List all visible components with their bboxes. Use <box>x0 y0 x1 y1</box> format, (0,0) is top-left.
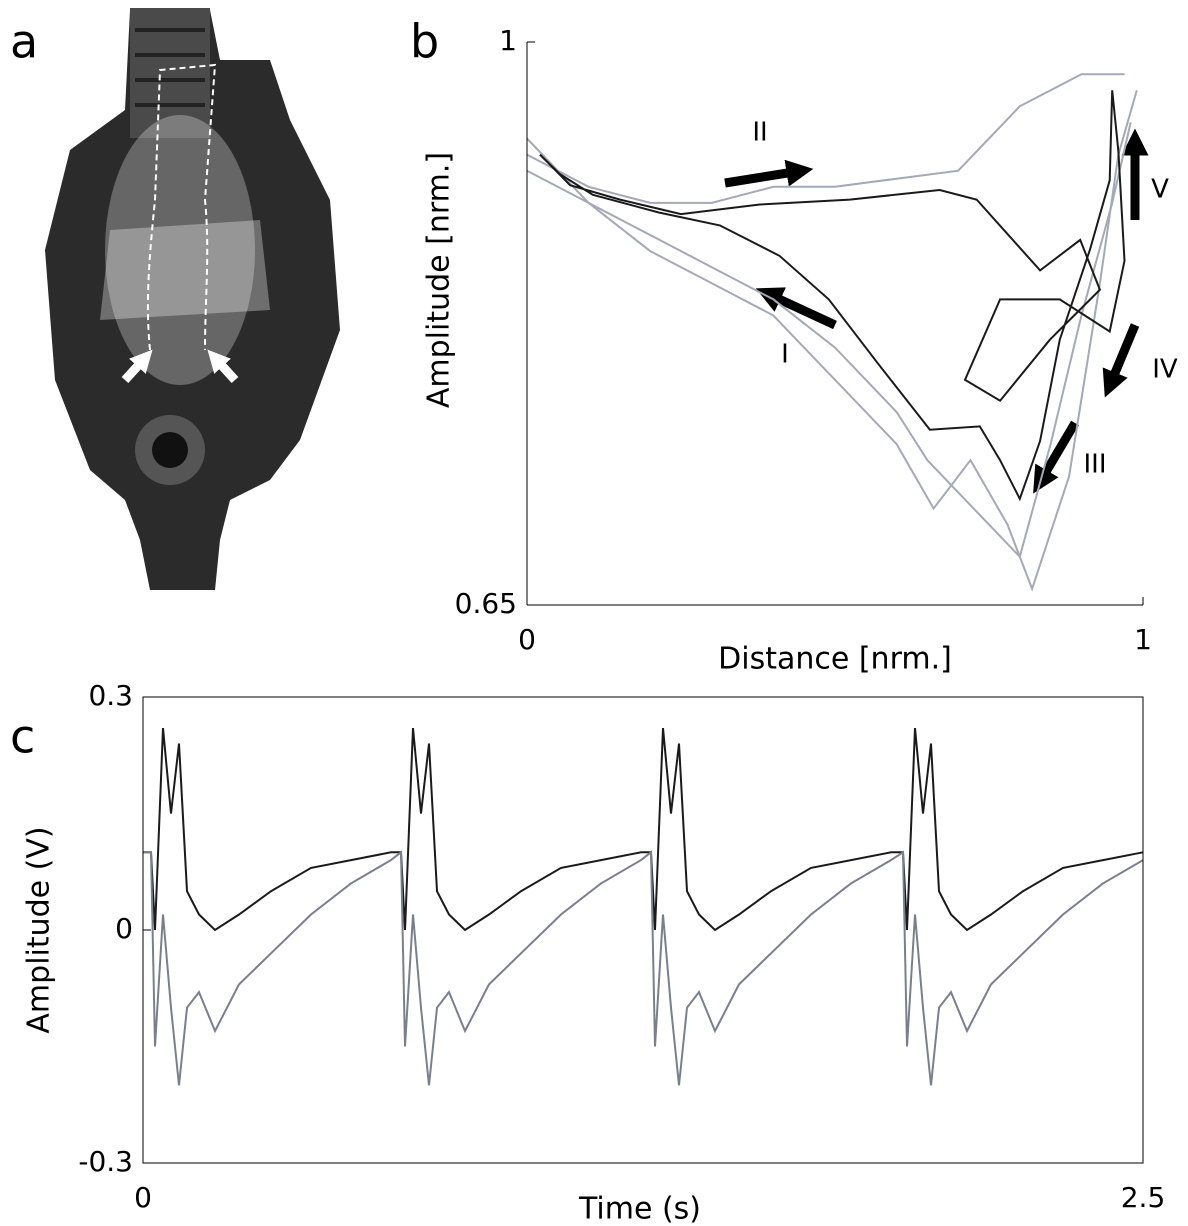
panel-label: c <box>10 710 35 764</box>
y-tick-label: 0.3 <box>88 679 133 712</box>
annotation: I <box>781 340 789 370</box>
series-line <box>526 73 1125 204</box>
series-line <box>143 850 1144 1086</box>
series-line <box>143 728 1144 932</box>
x-axis-label: Distance [nrm.] <box>718 642 952 677</box>
y-tick-label: 0.65 <box>455 587 517 620</box>
x-tick-label: 2.5 <box>1121 1181 1166 1214</box>
y-axis-label: Amplitude (V) <box>22 826 57 1033</box>
y-axis-label: Amplitude [nrm.] <box>422 152 457 408</box>
y-tick-label: 1 <box>499 24 517 57</box>
x-axis-label: Time (s) <box>578 1192 701 1226</box>
annotation: V <box>1151 175 1169 205</box>
x-tick-label: 0 <box>518 623 536 656</box>
series-line <box>526 122 1132 559</box>
series-line <box>539 90 1126 502</box>
arrows-b <box>724 128 1149 494</box>
x-tick-label: 0 <box>134 1181 152 1214</box>
annotation: III <box>1083 450 1106 480</box>
y-tick-label: -0.3 <box>78 1145 133 1178</box>
annotation: II <box>752 118 767 148</box>
panel-label: a <box>10 15 38 69</box>
annotation: IV <box>1152 355 1178 385</box>
device-photo <box>45 8 340 590</box>
plot-frame <box>142 696 1144 1164</box>
y-tick-label: 0 <box>115 912 133 945</box>
panel-label: b <box>410 15 439 69</box>
series-line <box>526 90 1138 592</box>
x-tick-label: 1 <box>1134 623 1152 656</box>
